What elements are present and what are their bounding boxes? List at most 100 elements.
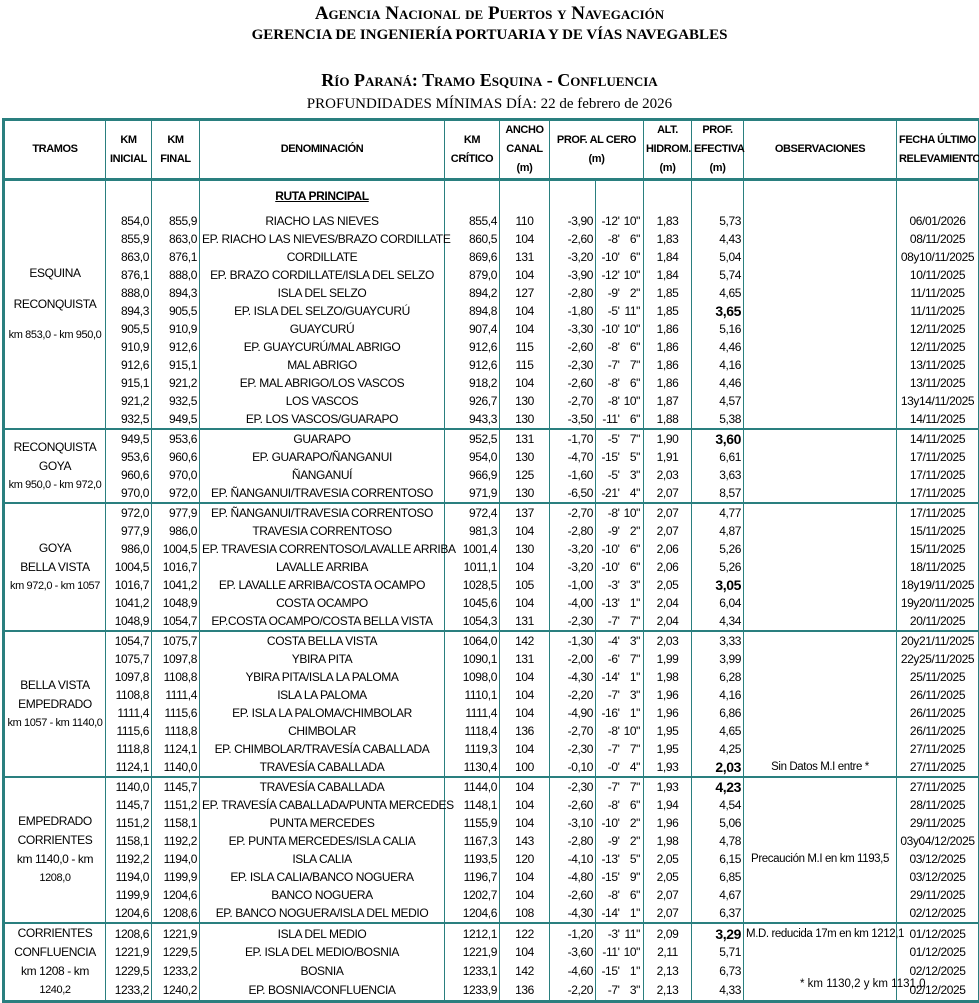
alt-hidrom: 2,13 [644, 981, 692, 1002]
denominacion: TRAVESÍA CABALLADA [200, 777, 445, 796]
prof-efectiva: 6,15 [692, 850, 744, 868]
fecha-relevamiento: 11/11/2025 [897, 302, 979, 320]
observaciones [744, 943, 897, 962]
fecha-relevamiento: 28/11/2025 [897, 796, 979, 814]
km-critico: 972,4 [445, 503, 500, 522]
prof-cero: -2,80 [550, 522, 596, 540]
tramo-name: GOYA [7, 539, 103, 558]
fecha-relevamiento: 26/11/2025 [897, 722, 979, 740]
denominacion: MAL ABRIGO [200, 356, 445, 374]
km-inicial: 1048,9 [106, 612, 152, 631]
alt-hidrom: 1,84 [644, 248, 692, 266]
observaciones [744, 722, 897, 740]
prof-cero: -2,20 [550, 686, 596, 704]
km-inicial: 949,5 [106, 429, 152, 448]
fecha-relevamiento: 01/12/2025 [897, 923, 979, 943]
alt-hidrom: 1,96 [644, 686, 692, 704]
km-inicial: 855,9 [106, 230, 152, 248]
km-inicial: 1054,7 [106, 631, 152, 650]
agency-subtitle: GERENCIA DE INGENIERÍA PORTUARIA Y DE VÍ… [0, 27, 979, 44]
observaciones [744, 777, 897, 796]
km-final: 1097,8 [152, 650, 200, 668]
fecha-relevamiento: 17/11/2025 [897, 484, 979, 503]
prof-efectiva: 6,61 [692, 448, 744, 466]
ancho-canal: 136 [500, 722, 550, 740]
fecha-relevamiento: 19y20/11/2025 [897, 594, 979, 612]
denominacion: ISLA CALIA [200, 850, 445, 868]
prof-cero-inches: 3" [620, 576, 644, 594]
prof-efectiva: 4,57 [692, 392, 744, 410]
km-critico: 1155,9 [445, 814, 500, 832]
ancho-canal: 137 [500, 503, 550, 522]
prof-cero-inches: 11" [620, 923, 644, 943]
km-inicial: 1097,8 [106, 668, 152, 686]
prof-cero: -1,70 [550, 429, 596, 448]
tramo-name: CORRIENTES [7, 924, 103, 943]
km-critico: 1193,5 [445, 850, 500, 868]
prof-efectiva: 6,37 [692, 904, 744, 923]
km-inicial: 1194,0 [106, 868, 152, 886]
km-final: 1192,2 [152, 832, 200, 850]
denominacion: EP. ÑANGANUI/TRAVESIA CORRENTOSO [200, 484, 445, 503]
prof-cero: -6,50 [550, 484, 596, 503]
observaciones [744, 576, 897, 594]
prof-cero-feet: -7' [596, 356, 620, 374]
ancho-canal: 122 [500, 923, 550, 943]
prof-efectiva: 4,34 [692, 612, 744, 631]
observaciones [744, 594, 897, 612]
fecha-relevamiento: 02/12/2025 [897, 904, 979, 923]
prof-cero-feet: -9' [596, 832, 620, 850]
tramo-range: 1208,0 [7, 869, 103, 888]
km-final: 888,0 [152, 266, 200, 284]
denominacion: YBIRA PITA [200, 650, 445, 668]
alt-hidrom: 1,90 [644, 429, 692, 448]
prof-cero-feet: -7' [596, 686, 620, 704]
fecha-relevamiento: 27/11/2025 [897, 758, 979, 777]
prof-cero-feet: -9' [596, 284, 620, 302]
prof-cero-inches: 7" [620, 429, 644, 448]
observaciones [744, 392, 897, 410]
observaciones [744, 410, 897, 429]
observaciones [744, 868, 897, 886]
empty-cell [596, 180, 620, 213]
km-critico: 926,7 [445, 392, 500, 410]
km-inicial: 1075,7 [106, 650, 152, 668]
observaciones [744, 740, 897, 758]
prof-efectiva: 4,77 [692, 503, 744, 522]
prof-efectiva: 4,33 [692, 981, 744, 1002]
empty-cell [692, 180, 744, 213]
prof-cero-feet: -8' [596, 338, 620, 356]
km-final: 1041,2 [152, 576, 200, 594]
km-inicial: 970,0 [106, 484, 152, 503]
fecha-relevamiento: 08/11/2025 [897, 230, 979, 248]
denominacion: EP. GUAYCURÚ/MAL ABRIGO [200, 338, 445, 356]
observaciones [744, 522, 897, 540]
prof-cero-feet: -0' [596, 758, 620, 777]
fecha-relevamiento: 13/11/2025 [897, 356, 979, 374]
ancho-canal: 120 [500, 850, 550, 868]
prof-cero-inches: 6" [620, 540, 644, 558]
prof-cero: -1,20 [550, 923, 596, 943]
km-critico: 1144,0 [445, 777, 500, 796]
km-inicial: 1108,8 [106, 686, 152, 704]
prof-cero: -2,30 [550, 356, 596, 374]
ancho-canal: 104 [500, 943, 550, 962]
denominacion: PUNTA MERCEDES [200, 814, 445, 832]
km-critico: 943,3 [445, 410, 500, 429]
ancho-canal: 143 [500, 832, 550, 850]
denominacion: TRAVESIA CORRENTOSO [200, 522, 445, 540]
prof-cero-feet: -12' [596, 266, 620, 284]
observaciones [744, 374, 897, 392]
prof-efectiva: 4,54 [692, 796, 744, 814]
